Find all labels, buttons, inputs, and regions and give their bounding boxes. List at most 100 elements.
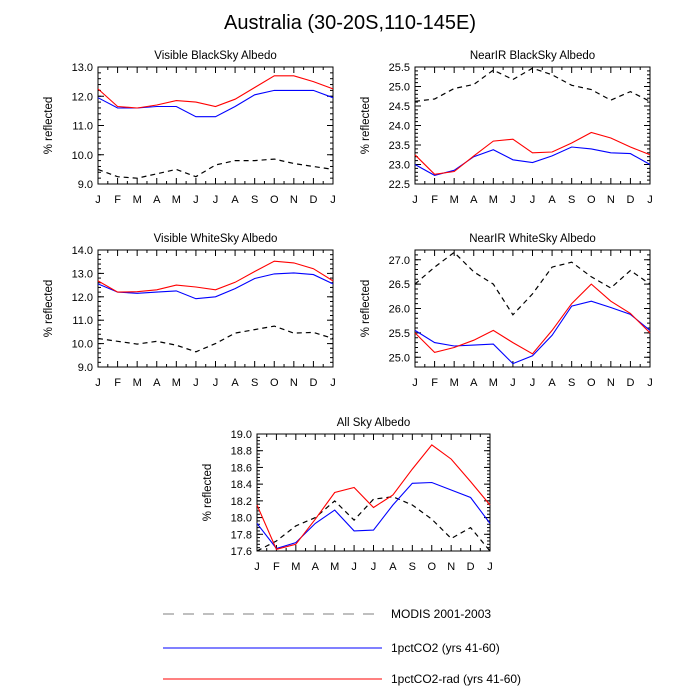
x-tick-label: J: [213, 194, 219, 206]
y-tick-label: 18.4: [231, 479, 252, 491]
x-tick-label: J: [193, 377, 199, 389]
x-tick-label: S: [409, 561, 416, 573]
series-line: [97, 260, 334, 293]
x-tick-label: F: [431, 377, 438, 389]
x-tick-label: A: [548, 377, 556, 389]
y-tick-label: 25.5: [389, 62, 410, 74]
y-tick-label: 23.0: [389, 160, 410, 172]
x-tick-label: A: [470, 194, 478, 206]
x-tick-label: J: [510, 194, 516, 206]
y-axis-label: % reflected: [202, 464, 214, 522]
series-line: [256, 496, 491, 552]
x-tick-label: D: [309, 194, 317, 206]
x-tick-label: A: [548, 194, 556, 206]
x-tick-label: F: [114, 377, 121, 389]
x-tick-label: J: [330, 194, 336, 206]
x-tick-label: J: [647, 194, 653, 206]
x-tick-label: J: [371, 561, 377, 573]
x-tick-label: J: [351, 561, 357, 573]
y-axis-label: % reflected: [43, 280, 55, 338]
x-tick-label: J: [254, 561, 260, 573]
y-tick-label: 26.0: [389, 304, 410, 316]
chart-panel-2: NearIR BlackSky Albedo % reflected 22.5 23.…: [360, 50, 653, 206]
series-line: [414, 67, 651, 102]
y-tick-label: 9.0: [78, 179, 93, 191]
x-tick-label: F: [431, 194, 438, 206]
plot-frame: [414, 66, 651, 185]
x-tick-label: N: [290, 194, 298, 206]
x-tick-label: O: [270, 377, 279, 389]
chart-panel-4: NearIR WhiteSky Albedo % reflected 25.0 25.…: [360, 233, 653, 389]
x-tick-label: F: [114, 194, 121, 206]
y-tick-label: 11.0: [72, 121, 93, 133]
series-line: [414, 300, 651, 365]
legend-label: 1pctCO2-rad (yrs 41-60): [391, 672, 521, 686]
panel-title: All Sky Albedo: [337, 417, 411, 429]
x-tick-label: J: [487, 561, 493, 573]
x-tick-label: N: [607, 377, 615, 389]
x-tick-label: N: [447, 561, 455, 573]
panel-title: Visible WhiteSky Albedo: [154, 233, 278, 245]
series-line: [97, 158, 334, 179]
x-tick-label: M: [133, 194, 142, 206]
series-line: [97, 75, 334, 109]
x-tick-label: O: [587, 194, 596, 206]
y-axis-label: % reflected: [360, 280, 372, 338]
x-tick-label: J: [95, 377, 101, 389]
y-tick-label: 18.2: [231, 496, 252, 508]
y-tick-label: 14.0: [72, 245, 93, 257]
x-tick-label: J: [330, 377, 336, 389]
plot-frame: [97, 66, 334, 185]
plot-frame: [256, 433, 491, 552]
y-tick-label: 17.6: [231, 546, 252, 558]
series-line: [414, 131, 651, 175]
x-tick-label: J: [412, 377, 418, 389]
y-tick-label: 27.0: [389, 255, 410, 267]
x-tick-label: O: [427, 561, 436, 573]
series-line: [97, 89, 334, 118]
x-tick-label: J: [530, 377, 536, 389]
legend: MODIS 2001-2003 1pctCO2 (yrs 41-60) 1pctCO…: [163, 607, 521, 686]
x-tick-label: S: [251, 377, 258, 389]
y-axis-label: % reflected: [43, 97, 55, 155]
chart-panel-1: Visible BlackSky Albedo % reflected 9.0 10.…: [43, 50, 336, 206]
x-tick-label: M: [489, 377, 498, 389]
x-tick-label: M: [133, 377, 142, 389]
x-tick-label: J: [530, 194, 536, 206]
x-tick-label: M: [330, 561, 339, 573]
x-tick-label: J: [193, 194, 199, 206]
panel-title: NearIR BlackSky Albedo: [470, 50, 595, 62]
x-tick-label: N: [290, 377, 298, 389]
x-tick-label: O: [587, 377, 596, 389]
y-tick-label: 24.0: [389, 121, 410, 133]
y-tick-label: 10.0: [72, 150, 93, 162]
x-tick-label: M: [172, 377, 181, 389]
y-tick-label: 18.8: [231, 446, 252, 458]
series-line: [414, 251, 651, 316]
x-tick-label: S: [568, 377, 575, 389]
x-tick-label: A: [231, 377, 239, 389]
y-tick-label: 18.0: [231, 513, 252, 525]
x-tick-label: A: [153, 194, 161, 206]
x-tick-label: J: [95, 194, 101, 206]
x-tick-label: M: [291, 561, 300, 573]
x-tick-label: J: [412, 194, 418, 206]
y-tick-label: 12.0: [72, 292, 93, 304]
x-tick-label: D: [467, 561, 475, 573]
y-tick-label: 9.0: [78, 362, 93, 374]
series-line: [414, 146, 651, 176]
y-axis-label: % reflected: [360, 97, 372, 155]
y-tick-label: 13.0: [72, 62, 93, 74]
y-tick-label: 25.5: [389, 328, 410, 340]
chart-panel-5: All Sky Albedo % reflected 17.6 17.8 18.0 18.…: [202, 417, 493, 573]
panel-title: NearIR WhiteSky Albedo: [469, 233, 596, 245]
series-line: [414, 283, 651, 355]
series-line: [256, 444, 491, 550]
x-tick-label: J: [647, 377, 653, 389]
y-tick-label: 26.5: [389, 279, 410, 291]
y-tick-label: 17.8: [231, 529, 252, 541]
y-tick-label: 10.0: [72, 339, 93, 351]
figure-title: Australia (30-20S,110-145E): [224, 12, 476, 34]
chart-panel-3: Visible WhiteSky Albedo % reflected 9.0 10.…: [43, 233, 336, 389]
